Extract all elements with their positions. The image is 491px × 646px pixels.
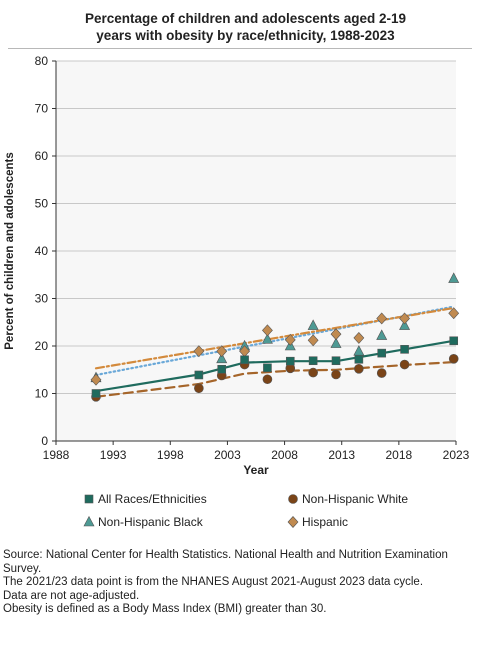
y-tick-label: 0 xyxy=(41,434,48,448)
data-point-all-races-ethnicities xyxy=(285,356,295,366)
x-axis-title: Year xyxy=(243,463,269,477)
data-point-hispanic xyxy=(376,312,388,325)
data-point-non-hispanic-black xyxy=(376,329,388,340)
data-point-non-hispanic-white xyxy=(331,369,341,380)
data-point-all-races-ethnicities xyxy=(91,389,101,398)
data-point-all-races-ethnicities xyxy=(449,336,459,346)
data-point-non-hispanic-white xyxy=(354,363,364,374)
data-point-non-hispanic-black xyxy=(399,319,411,330)
note-age-adjusted: Data are not age-adjusted. xyxy=(3,589,140,602)
note-source: Source: National Center for Health Stati… xyxy=(3,549,448,575)
y-tick-label: 80 xyxy=(35,54,49,68)
note-obesity-definition: Obesity is defined as a Body Mass Index … xyxy=(3,603,327,615)
data-point-all-races-ethnicities xyxy=(400,345,409,354)
legend-marker-non-hispanic-white xyxy=(288,494,298,504)
x-tick-label: 2013 xyxy=(328,448,355,462)
trend-line-non-hispanic-black xyxy=(94,305,455,377)
data-point-all-races-ethnicities xyxy=(240,355,249,365)
y-axis-title: Percent of children and adolescents xyxy=(4,152,16,349)
y-tick-label: 50 xyxy=(35,197,49,211)
chart-svg: 0 10 20 30 40 50 60 70 80 1988 1993 1998 2003 2008 201… xyxy=(4,54,470,529)
data-point-non-hispanic-black xyxy=(307,319,319,330)
legend-label-non-hispanic-black: Non-Hispanic Black xyxy=(98,515,204,529)
data-point-non-hispanic-white xyxy=(448,354,459,364)
legend-marker-hispanic xyxy=(287,516,299,528)
x-tick-label: 1998 xyxy=(157,448,184,462)
y-tick-label: 30 xyxy=(35,292,49,306)
data-point-hispanic xyxy=(216,345,228,358)
chart-notes: Source: National Center for Health Stati… xyxy=(3,549,489,617)
data-point-non-hispanic-white xyxy=(308,367,318,378)
data-point-hispanic xyxy=(353,331,365,344)
y-tick-label: 70 xyxy=(35,102,49,116)
chart-title-line-2: years with obesity by race/ethnicity, 19… xyxy=(96,28,395,43)
chart-title: Percentage of children and adolescents a… xyxy=(0,10,491,44)
data-point-non-hispanic-white xyxy=(194,383,204,394)
y-tick-label: 10 xyxy=(35,387,49,401)
x-tick-label: 1993 xyxy=(100,448,127,462)
chart-title-line-1: Percentage of children and adolescents a… xyxy=(84,11,407,26)
data-point-non-hispanic-black xyxy=(216,352,228,364)
data-point-hispanic xyxy=(284,333,296,346)
y-tick-label: 60 xyxy=(35,149,49,163)
data-point-all-races-ethnicities xyxy=(354,354,364,364)
data-point-non-hispanic-white xyxy=(399,359,410,370)
x-tick-label: 2008 xyxy=(271,448,298,462)
legend-label-non-hispanic-white: Non-Hispanic White xyxy=(302,492,408,506)
x-tick-label: 1988 xyxy=(43,448,70,462)
data-point-non-hispanic-black xyxy=(261,333,273,344)
x-tick-label: 2003 xyxy=(214,448,241,462)
data-point-hispanic xyxy=(90,373,102,386)
data-point-all-races-ethnicities xyxy=(331,356,341,366)
data-point-hispanic xyxy=(193,345,205,358)
data-point-all-races-ethnicities xyxy=(308,356,318,366)
title-divider xyxy=(8,48,472,49)
data-point-all-races-ethnicities xyxy=(217,364,227,374)
trend-line-hispanic xyxy=(94,306,455,370)
data-point-non-hispanic-white xyxy=(262,374,273,385)
data-point-hispanic xyxy=(330,328,342,341)
x-tick-label: 2018 xyxy=(386,448,413,462)
data-point-hispanic xyxy=(399,312,410,325)
data-point-all-races-ethnicities xyxy=(377,348,387,358)
data-point-hispanic xyxy=(262,324,273,337)
y-tick-label: 40 xyxy=(35,244,49,258)
legend-marker-all-races-ethnicities xyxy=(84,494,94,504)
data-point-non-hispanic-black xyxy=(448,272,460,283)
data-point-all-races-ethnicities xyxy=(194,370,204,380)
legend-marker-non-hispanic-black xyxy=(83,515,95,527)
legend-label-hispanic: Hispanic xyxy=(302,515,348,529)
data-point-hispanic xyxy=(448,307,460,320)
note-data-cycle: The 2021/23 data point is from the NHANE… xyxy=(3,576,424,588)
y-tick-label: 20 xyxy=(35,339,49,353)
x-tick-label: 2023 xyxy=(443,448,470,462)
legend-label-all-races-ethnicities: All Races/Ethnicities xyxy=(98,492,207,506)
data-point-all-races-ethnicities xyxy=(263,363,272,373)
data-point-hispanic xyxy=(307,334,319,347)
data-point-non-hispanic-white xyxy=(376,368,387,378)
data-point-non-hispanic-black xyxy=(330,337,342,348)
